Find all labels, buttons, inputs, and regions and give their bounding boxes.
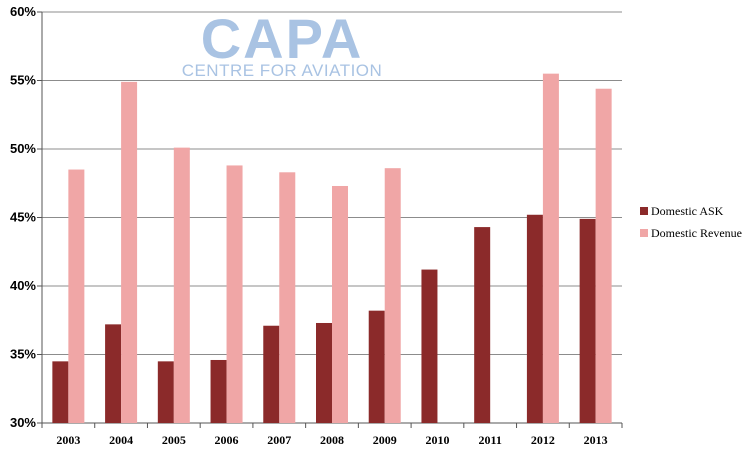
- y-tick-label: 50%: [10, 141, 36, 156]
- x-tick-label: 2011: [479, 433, 502, 447]
- legend-label: Domestic Revenue: [651, 226, 742, 240]
- y-tick-label: 45%: [10, 210, 36, 225]
- bar-domestic-ask: [526, 214, 543, 423]
- bar-domestic-revenue: [332, 185, 348, 423]
- bar-domestic-revenue: [68, 169, 85, 423]
- x-tick-label: 2010: [425, 433, 449, 447]
- bar-domestic-ask: [263, 325, 280, 423]
- bars: [52, 73, 612, 424]
- legend-label: Domestic ASK: [651, 204, 724, 218]
- y-tick-label: 55%: [10, 73, 36, 88]
- x-tick-label: 2005: [162, 433, 186, 447]
- y-axis-ticks: 30% 35% 40% 45% 50% 55% 60%: [10, 4, 36, 430]
- bar-domestic-ask: [474, 227, 491, 423]
- x-tick-label: 2003: [56, 433, 80, 447]
- bar-domestic-revenue: [542, 73, 559, 424]
- legend: Domestic ASK Domestic Revenue: [640, 204, 742, 240]
- legend-swatch: [640, 229, 648, 237]
- bar-domestic-revenue: [384, 168, 401, 423]
- legend-swatch: [640, 207, 648, 215]
- bar-domestic-ask: [210, 359, 227, 423]
- x-tick-label: 2004: [109, 433, 133, 447]
- x-tick-label: 2007: [267, 433, 291, 447]
- y-tick-label: 40%: [10, 278, 36, 293]
- bar-domestic-ask: [52, 361, 69, 423]
- x-tick-label: 2013: [584, 433, 608, 447]
- bar-domestic-revenue: [173, 147, 190, 423]
- watermark-tagline: CENTRE FOR AVIATION: [182, 61, 383, 80]
- watermark-brand: CAPA: [201, 7, 364, 70]
- bar-domestic-ask: [421, 269, 438, 423]
- bar-domestic-ask: [579, 218, 596, 423]
- x-tick-label: 2006: [215, 433, 239, 447]
- bar-domestic-ask: [316, 322, 332, 423]
- capa-watermark: CAPA CENTRE FOR AVIATION: [182, 7, 383, 80]
- y-tick-label: 35%: [10, 347, 36, 362]
- bar-domestic-ask: [105, 324, 122, 423]
- bar-domestic-revenue: [279, 172, 296, 423]
- bar-domestic-ask: [157, 361, 174, 423]
- bar-domestic-revenue: [226, 165, 243, 423]
- y-tick-label: 30%: [10, 415, 36, 430]
- bar-domestic-revenue: [121, 81, 138, 424]
- x-tick-label: 2012: [531, 433, 555, 447]
- bar-domestic-revenue: [595, 88, 612, 423]
- bar-domestic-ask: [368, 310, 385, 423]
- x-tick-label: 2009: [373, 433, 397, 447]
- x-axis-ticks: 2003 2004 2005 2006 2007 2008 2009 2010 2011 2012…: [56, 433, 607, 447]
- y-tick-label: 60%: [10, 4, 36, 19]
- x-tick-label: 2008: [320, 433, 344, 447]
